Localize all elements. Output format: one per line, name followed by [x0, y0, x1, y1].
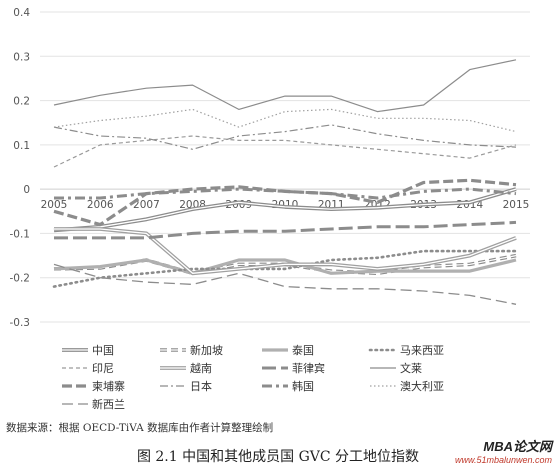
legend-item: 菲律宾: [262, 361, 325, 375]
series-line-9: [53, 124, 517, 150]
legend-item: 柬埔寨: [62, 379, 125, 393]
series-line-2: [53, 258, 517, 275]
figure-caption: 图 2.1 中国和其他成员国 GVC 分工地位指数: [136, 449, 420, 465]
legend-label: 文莱: [400, 361, 422, 375]
y-axis-tick-labels: 0.4 0.3 0.2 0.1 0 -0.1 -0.2 -0.3: [10, 7, 31, 329]
watermark-url: www.51mbalunwen.com: [454, 455, 552, 465]
legend-label: 韩国: [292, 379, 314, 393]
x-tick-label: 2007: [133, 199, 160, 211]
y-tick-label: 0.2: [13, 96, 30, 108]
legend-label: 澳大利亚: [400, 379, 444, 393]
legend-item: 中国: [62, 344, 114, 357]
x-tick-label: 2015: [503, 199, 530, 211]
legend-item: 新加坡: [160, 343, 223, 357]
legend-label: 新加坡: [190, 343, 223, 357]
y-tick-label: 0.4: [13, 7, 30, 19]
gvc-line-chart: 0.4 0.3 0.2 0.1 0 -0.1 -0.2 -0.3 2005 2006 2007 20…: [10, 7, 530, 411]
watermark: MBA论文网 www.51mbalunwen.com: [455, 436, 552, 465]
y-tick-label: -0.3: [10, 317, 31, 329]
legend-item: 新西兰: [62, 397, 125, 411]
legend-label: 柬埔寨: [92, 379, 125, 393]
gridlines: [40, 11, 530, 323]
series-line-4: [53, 135, 517, 168]
series-line-12: [53, 263, 517, 305]
x-tick-label: 2006: [87, 199, 114, 211]
y-tick-label: -0.1: [10, 228, 31, 240]
series-line-0-inner: [53, 188, 517, 231]
legend-label: 中国: [92, 344, 114, 357]
legend-label: 菲律宾: [292, 361, 325, 375]
legend-label: 泰国: [292, 343, 314, 357]
legend-label: 日本: [190, 379, 212, 393]
legend-item: 文莱: [370, 361, 422, 375]
legend-item: 泰国: [262, 343, 314, 357]
y-tick-label: 0: [23, 184, 30, 196]
legend-item: 韩国: [262, 379, 314, 393]
y-tick-label: 0.3: [13, 51, 30, 63]
legend-label: 新西兰: [92, 397, 125, 411]
series-line-5-inner: [54, 228, 517, 274]
series-line-3: [52, 249, 518, 288]
legend-item: 印尼: [62, 362, 114, 375]
y-tick-label: -0.2: [10, 273, 31, 285]
legend-item: 马来西亚: [368, 344, 444, 357]
watermark-title: MBA论文网: [483, 439, 552, 454]
series-line-11: [53, 108, 517, 133]
legend-label: 印尼: [92, 362, 114, 375]
x-tick-label: 2005: [41, 199, 68, 211]
legend-label: 越南: [190, 361, 212, 375]
series-lines: [52, 59, 518, 305]
legend-item: 澳大利亚: [370, 379, 444, 393]
legend-label: 马来西亚: [400, 344, 444, 357]
series-line-7: [53, 59, 517, 113]
series-line-10: [54, 187, 517, 200]
legend-item: 越南: [160, 361, 212, 375]
y-tick-label: 0.1: [13, 140, 30, 152]
source-note: 数据来源：根据 OECD-TiVA 数据库由作者计算整理绘制: [6, 422, 274, 434]
series-line-6: [54, 220, 517, 240]
legend-item: 日本: [160, 379, 212, 393]
